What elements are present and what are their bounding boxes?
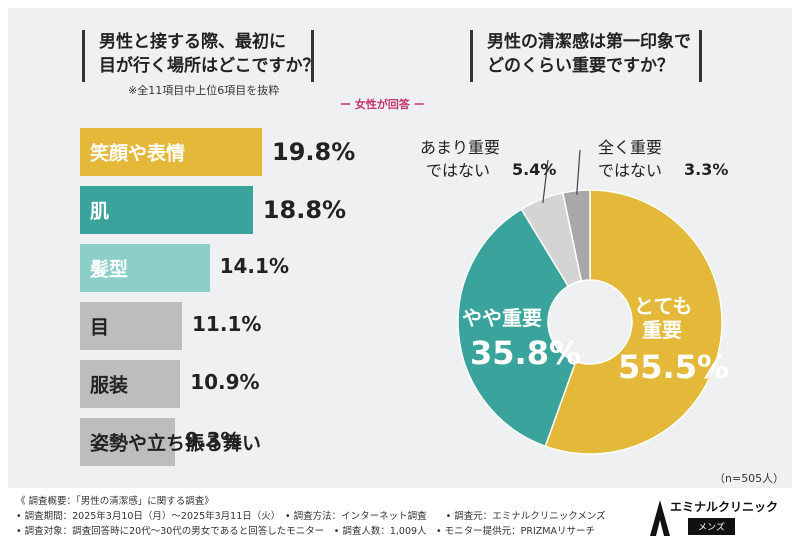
pie-outside-label-line-1: あまり重要 bbox=[420, 138, 501, 157]
pie-slice-1 bbox=[457, 208, 577, 448]
pie-chart-question: 男性の清潔感は第一印象で どのくらい重要ですか？ bbox=[470, 30, 702, 82]
bar-category-label: 笑顔や表情 bbox=[90, 142, 186, 165]
pie-outside-label-line-1: 全く重要 bbox=[598, 138, 663, 157]
pie-outside-value: 5.4% bbox=[512, 160, 557, 179]
pie-slice-label: やや重要 bbox=[462, 306, 542, 330]
bar-value-label: 10.9% bbox=[190, 370, 260, 394]
bar-category-label: 目 bbox=[90, 316, 110, 339]
bar-value-label: 9.3% bbox=[185, 428, 241, 452]
pie-outside-label-line-2: ではない bbox=[426, 161, 491, 180]
bar-value-label: 14.1% bbox=[219, 254, 289, 278]
bar-5: 姿勢や立ち振る舞い bbox=[80, 418, 261, 466]
pie-slice-value: 55.5% bbox=[618, 348, 730, 386]
bar-question-line-2: 目が行く場所はどこですか？ bbox=[99, 56, 320, 76]
bar-category-label: 肌 bbox=[90, 200, 110, 223]
pie-slice-label-line-2: 重要 bbox=[642, 318, 682, 342]
bar-4: 服装 bbox=[80, 360, 181, 408]
logo-name: エミナルクリニック bbox=[670, 500, 779, 514]
pie-outside-label-line-2: ではない bbox=[598, 161, 663, 180]
clinic-logo: エミナルクリニック メンズ bbox=[648, 496, 778, 540]
bar-chart-question: 男性と接する際、最初に 目が行く場所はどこですか？ bbox=[82, 30, 320, 82]
bar-category-label: 髪型 bbox=[90, 258, 129, 281]
pie-outside-value: 3.3% bbox=[684, 160, 729, 179]
logo-sub: メンズ bbox=[688, 518, 735, 535]
bar-question-line-1: 男性と接する際、最初に bbox=[99, 32, 286, 52]
footer-line-3: • 調査対象：調査回答時に20代～30代の男女であると回答したモニター • 調査… bbox=[16, 526, 595, 537]
pie-slice-3 bbox=[561, 189, 591, 282]
pie-leader-line-3 bbox=[576, 149, 581, 195]
logo-mark-icon bbox=[650, 500, 670, 536]
bar-chart-note: ※全11項目中上位6項目を抜粋 bbox=[128, 84, 280, 97]
bar-2: 髪型 bbox=[80, 244, 210, 292]
pie-slice-value: 35.8% bbox=[470, 334, 582, 372]
sample-size: （n=505人） bbox=[714, 472, 785, 485]
respondent-label: ー 女性が回答 ー bbox=[340, 98, 425, 111]
bar-0: 笑顔や表情 bbox=[80, 128, 262, 176]
bar-value-label: 19.8% bbox=[272, 138, 356, 166]
survey-footer: 《 調査概要：「男性の清潔感」に関する調査》 • 調査期間：2025年3月10日… bbox=[16, 494, 606, 539]
pie-slice-0 bbox=[544, 189, 723, 455]
pie-leader-line-2 bbox=[542, 159, 549, 204]
pie-question-line-2: どのくらい重要ですか？ bbox=[487, 56, 674, 76]
bar-1: 肌 bbox=[80, 186, 253, 234]
bar-value-label: 11.1% bbox=[192, 312, 262, 336]
bar-category-label: 姿勢や立ち振る舞い bbox=[90, 432, 262, 455]
footer-line-2: • 調査期間：2025年3月10日（月）～2025年3月11日（火） • 調査方… bbox=[16, 511, 606, 522]
bar-category-label: 服装 bbox=[90, 374, 129, 397]
footer-line-1: 《 調査概要：「男性の清潔感」に関する調査》 bbox=[16, 496, 214, 507]
bar-3: 目 bbox=[80, 302, 183, 350]
pie-question-line-1: 男性の清潔感は第一印象で bbox=[487, 32, 691, 52]
bar-value-label: 18.8% bbox=[262, 196, 347, 224]
pie-slice-label-line-1: とても bbox=[634, 294, 693, 318]
